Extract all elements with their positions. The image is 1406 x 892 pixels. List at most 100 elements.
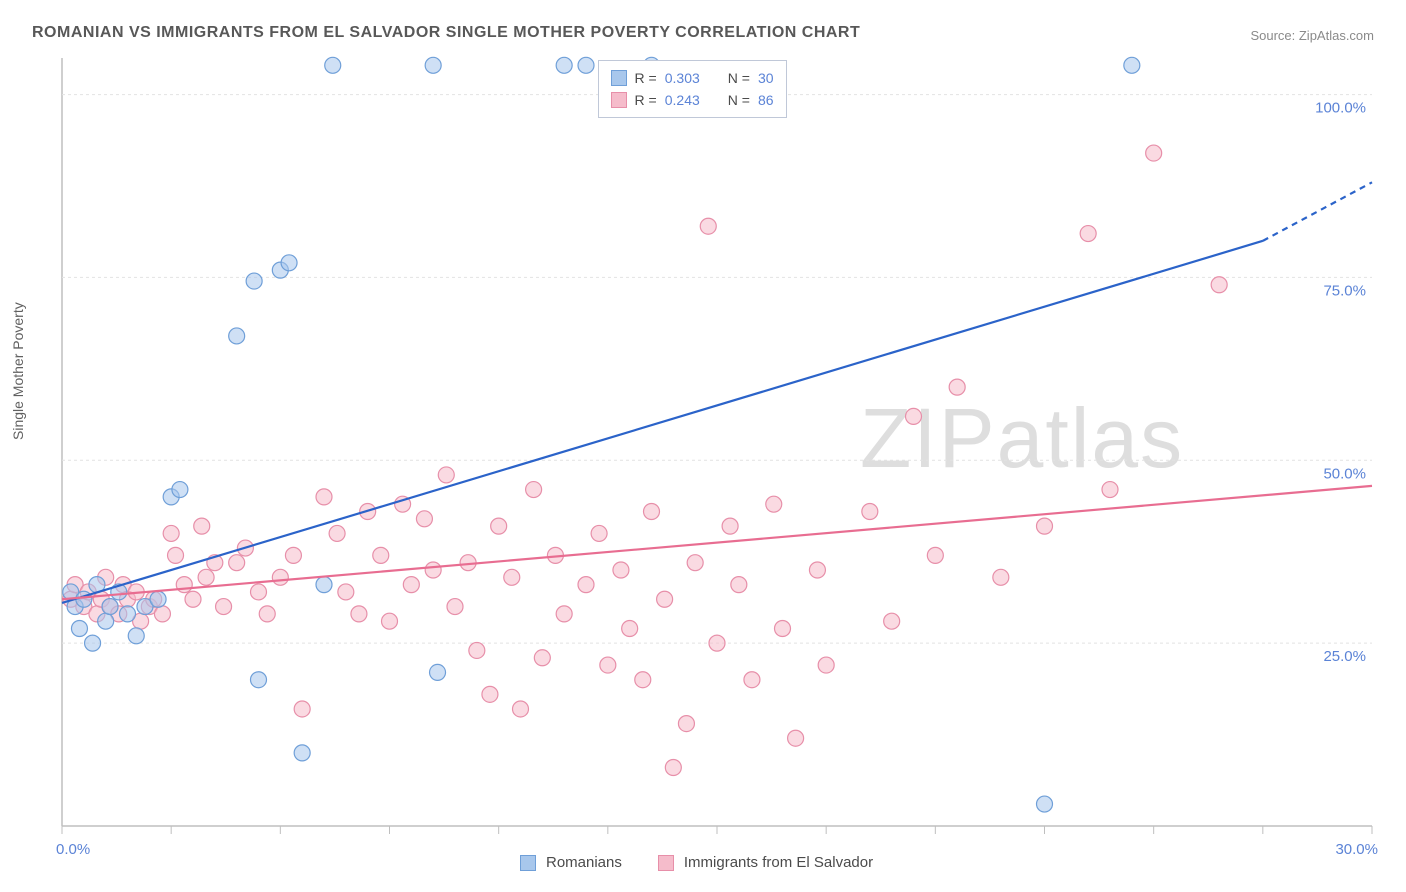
scatter-point: [731, 577, 747, 593]
scatter-point: [216, 599, 232, 615]
r-value: 0.303: [665, 70, 700, 86]
scatter-point: [194, 518, 210, 534]
scatter-point: [687, 555, 703, 571]
scatter-point: [154, 606, 170, 622]
scatter-point: [1037, 518, 1053, 534]
scatter-point: [329, 525, 345, 541]
x-tick-label: 0.0%: [56, 841, 90, 858]
stats-legend-row: R = 0.243 N = 86: [611, 89, 774, 111]
scatter-point: [766, 496, 782, 512]
scatter-point: [578, 577, 594, 593]
stats-legend: R =0.303N =30 R = 0.243 N = 86: [598, 60, 787, 118]
scatter-point: [1037, 796, 1053, 812]
scatter-point: [906, 408, 922, 424]
scatter-point: [578, 57, 594, 73]
scatter-point: [927, 547, 943, 563]
scatter-point: [884, 613, 900, 629]
scatter-point: [556, 57, 572, 73]
r-label: R =: [635, 92, 657, 108]
scatter-point: [657, 591, 673, 607]
scatter-point: [775, 621, 791, 637]
chart-container: ROMANIAN VS IMMIGRANTS FROM EL SALVADOR …: [0, 0, 1406, 892]
scatter-point: [744, 672, 760, 688]
scatter-point: [294, 745, 310, 761]
scatter-point: [862, 503, 878, 519]
scatter-point: [351, 606, 367, 622]
scatter-point: [198, 569, 214, 585]
scatter-point: [809, 562, 825, 578]
scatter-point: [251, 672, 267, 688]
scatter-point: [591, 525, 607, 541]
scatter-point: [949, 379, 965, 395]
scatter-point: [722, 518, 738, 534]
scatter-point: [430, 664, 446, 680]
n-value: 86: [758, 92, 774, 108]
scatter-point: [425, 57, 441, 73]
series-legend-item: Romanians: [520, 854, 622, 871]
scatter-point: [251, 584, 267, 600]
scatter-point: [102, 599, 118, 615]
scatter-point: [788, 730, 804, 746]
scatter-point: [438, 467, 454, 483]
y-tick-label: 100.0%: [1315, 100, 1366, 117]
legend-swatch: [611, 92, 627, 108]
scatter-point: [622, 621, 638, 637]
trend-line-a: [62, 241, 1263, 603]
scatter-point: [491, 518, 507, 534]
scatter-point: [259, 606, 275, 622]
scatter-point: [85, 635, 101, 651]
trend-line-a-dash: [1263, 182, 1372, 241]
scatter-point: [272, 569, 288, 585]
scatter-point: [71, 621, 87, 637]
scatter-point: [700, 218, 716, 234]
scatter-point: [128, 628, 144, 644]
scatter-point: [469, 642, 485, 658]
scatter-point: [526, 482, 542, 498]
scatter-point: [163, 525, 179, 541]
scatter-point: [229, 555, 245, 571]
scatter-point: [1080, 226, 1096, 242]
stats-legend-row: R =0.303N =30: [611, 67, 774, 89]
scatter-point: [120, 606, 136, 622]
scatter-point: [185, 591, 201, 607]
scatter-point: [600, 657, 616, 673]
scatter-point: [678, 716, 694, 732]
scatter-plot-svg: 25.0%50.0%75.0%100.0%0.0%30.0%: [62, 58, 1372, 826]
scatter-point: [613, 562, 629, 578]
scatter-point: [1146, 145, 1162, 161]
source-value: ZipAtlas.com: [1299, 28, 1374, 43]
scatter-point: [285, 547, 301, 563]
scatter-point: [316, 489, 332, 505]
y-tick-label: 25.0%: [1323, 648, 1366, 665]
scatter-point: [993, 569, 1009, 585]
scatter-point: [172, 482, 188, 498]
scatter-point: [294, 701, 310, 717]
plot-area: 25.0%50.0%75.0%100.0%0.0%30.0%: [62, 58, 1372, 826]
scatter-point: [1102, 482, 1118, 498]
scatter-point: [665, 759, 681, 775]
scatter-point: [98, 613, 114, 629]
x-tick-label: 30.0%: [1335, 841, 1378, 858]
scatter-point: [818, 657, 834, 673]
series-legend-item: Immigrants from El Salvador: [658, 854, 873, 871]
n-label: N =: [728, 92, 750, 108]
scatter-point: [168, 547, 184, 563]
y-tick-label: 75.0%: [1323, 282, 1366, 299]
y-axis-label: Single Mother Poverty: [10, 302, 26, 440]
scatter-point: [403, 577, 419, 593]
scatter-point: [1124, 57, 1140, 73]
series-legend: Romanians Immigrants from El Salvador: [520, 854, 873, 871]
scatter-point: [338, 584, 354, 600]
source-label: Source:: [1250, 28, 1298, 43]
scatter-point: [513, 701, 529, 717]
y-tick-label: 50.0%: [1323, 465, 1366, 482]
scatter-point: [373, 547, 389, 563]
scatter-point: [447, 599, 463, 615]
scatter-point: [325, 57, 341, 73]
scatter-point: [482, 686, 498, 702]
scatter-point: [229, 328, 245, 344]
legend-swatch: [520, 855, 536, 871]
r-value: 0.243: [665, 92, 700, 108]
scatter-point: [709, 635, 725, 651]
scatter-point: [635, 672, 651, 688]
